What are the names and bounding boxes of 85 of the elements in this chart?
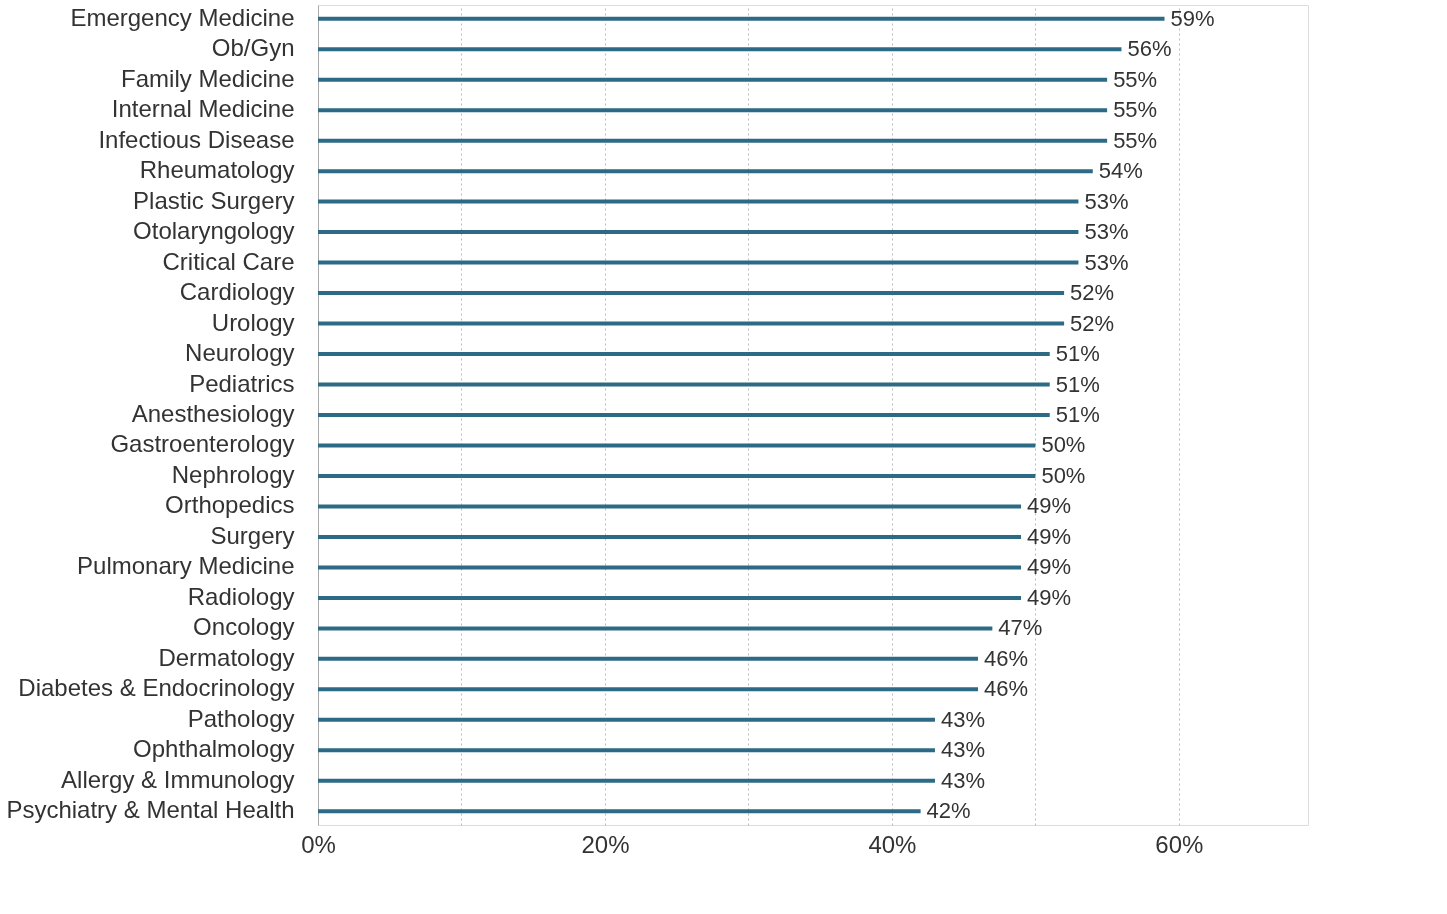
data-label: 46%: [984, 645, 1029, 671]
bar: [318, 748, 935, 753]
data-label: 55%: [1113, 127, 1158, 153]
data-label: 54%: [1098, 158, 1143, 184]
y-tick-label: Neurology: [185, 339, 295, 367]
bar: [318, 77, 1108, 82]
y-tick-label: Nephrology: [171, 460, 295, 488]
bar: [318, 473, 1036, 478]
data-label: 49%: [1027, 493, 1072, 519]
bar: [318, 16, 1165, 21]
data-label: 43%: [940, 737, 985, 763]
bar: [318, 199, 1079, 204]
y-tick-label: Anesthesiology: [131, 400, 295, 427]
data-label: 42%: [926, 798, 971, 824]
bar: [318, 260, 1079, 265]
bar: [318, 352, 1050, 357]
bar: [318, 321, 1065, 326]
bar: [318, 809, 921, 814]
y-tick-label: Oncology: [193, 613, 295, 641]
y-tick-label: Internal Medicine: [111, 95, 295, 123]
bar: [318, 108, 1108, 113]
data-label: 53%: [1084, 249, 1129, 275]
data-label: 49%: [1027, 584, 1072, 610]
y-tick-label: Pediatrics: [189, 369, 295, 397]
y-tick-label: Emergency Medicine: [70, 3, 295, 31]
data-label: 49%: [1027, 554, 1072, 580]
data-label: 51%: [1055, 341, 1100, 367]
data-label: 47%: [998, 615, 1043, 641]
bar: [318, 717, 935, 722]
bar: [318, 778, 935, 783]
bar: [318, 291, 1065, 296]
data-label: 43%: [940, 706, 985, 732]
y-tick-label: Ophthalmology: [133, 735, 295, 763]
data-label: 53%: [1084, 219, 1129, 245]
y-tick-label: Plastic Surgery: [133, 186, 295, 214]
y-tick-label: Rheumatology: [139, 156, 295, 184]
bar: [318, 382, 1050, 387]
data-label: 56%: [1127, 36, 1172, 62]
y-tick-label: Otolaryngology: [133, 217, 295, 245]
bar: [318, 443, 1036, 448]
y-tick-label: Surgery: [210, 521, 295, 549]
bar: [318, 595, 1022, 600]
y-tick-label: Pathology: [187, 704, 295, 732]
x-tick-label: 60%: [1155, 830, 1204, 858]
x-tick-label: 0%: [301, 830, 336, 858]
data-label: 43%: [940, 767, 985, 793]
x-tick-label: 20%: [581, 830, 630, 858]
data-label: 49%: [1027, 523, 1072, 549]
y-tick-label: Diabetes & Endocrinology: [18, 674, 295, 702]
y-tick-label: Psychiatry & Mental Health: [6, 796, 295, 824]
bar: [318, 687, 978, 692]
y-tick-label: Cardiology: [179, 278, 295, 306]
data-label: 52%: [1070, 280, 1115, 306]
data-label: 53%: [1084, 188, 1129, 214]
data-label: 55%: [1113, 66, 1158, 92]
y-tick-label: Critical Care: [162, 247, 295, 275]
bar: [318, 230, 1079, 235]
data-label: 50%: [1041, 432, 1086, 458]
bar: [318, 565, 1022, 570]
y-tick-label: Gastroenterology: [110, 430, 295, 458]
bar: [318, 656, 978, 661]
data-label: 51%: [1055, 371, 1100, 397]
y-tick-label: Radiology: [187, 582, 295, 610]
bar: [318, 47, 1122, 52]
data-label: 46%: [984, 676, 1029, 702]
data-label: 52%: [1070, 310, 1115, 336]
bar: [318, 626, 993, 631]
y-tick-label: Pulmonary Medicine: [77, 552, 295, 580]
bar: [318, 138, 1108, 143]
y-tick-label: Family Medicine: [121, 64, 295, 92]
y-tick-label: Infectious Disease: [98, 125, 295, 153]
bar: [318, 413, 1050, 417]
data-label: 59%: [1170, 5, 1215, 31]
data-label: 50%: [1041, 462, 1086, 488]
y-tick-label: Ob/Gyn: [211, 34, 295, 62]
y-tick-label: Dermatology: [158, 643, 295, 671]
data-label: 51%: [1055, 402, 1100, 427]
x-tick-label: 40%: [868, 830, 917, 858]
y-tick-label: Orthopedics: [165, 491, 295, 519]
data-label: 55%: [1113, 97, 1158, 123]
y-tick-label: Allergy & Immunology: [61, 765, 295, 793]
bar: [318, 504, 1022, 509]
bar: [318, 534, 1022, 539]
bar: [318, 169, 1093, 174]
y-tick-label: Urology: [211, 308, 295, 336]
